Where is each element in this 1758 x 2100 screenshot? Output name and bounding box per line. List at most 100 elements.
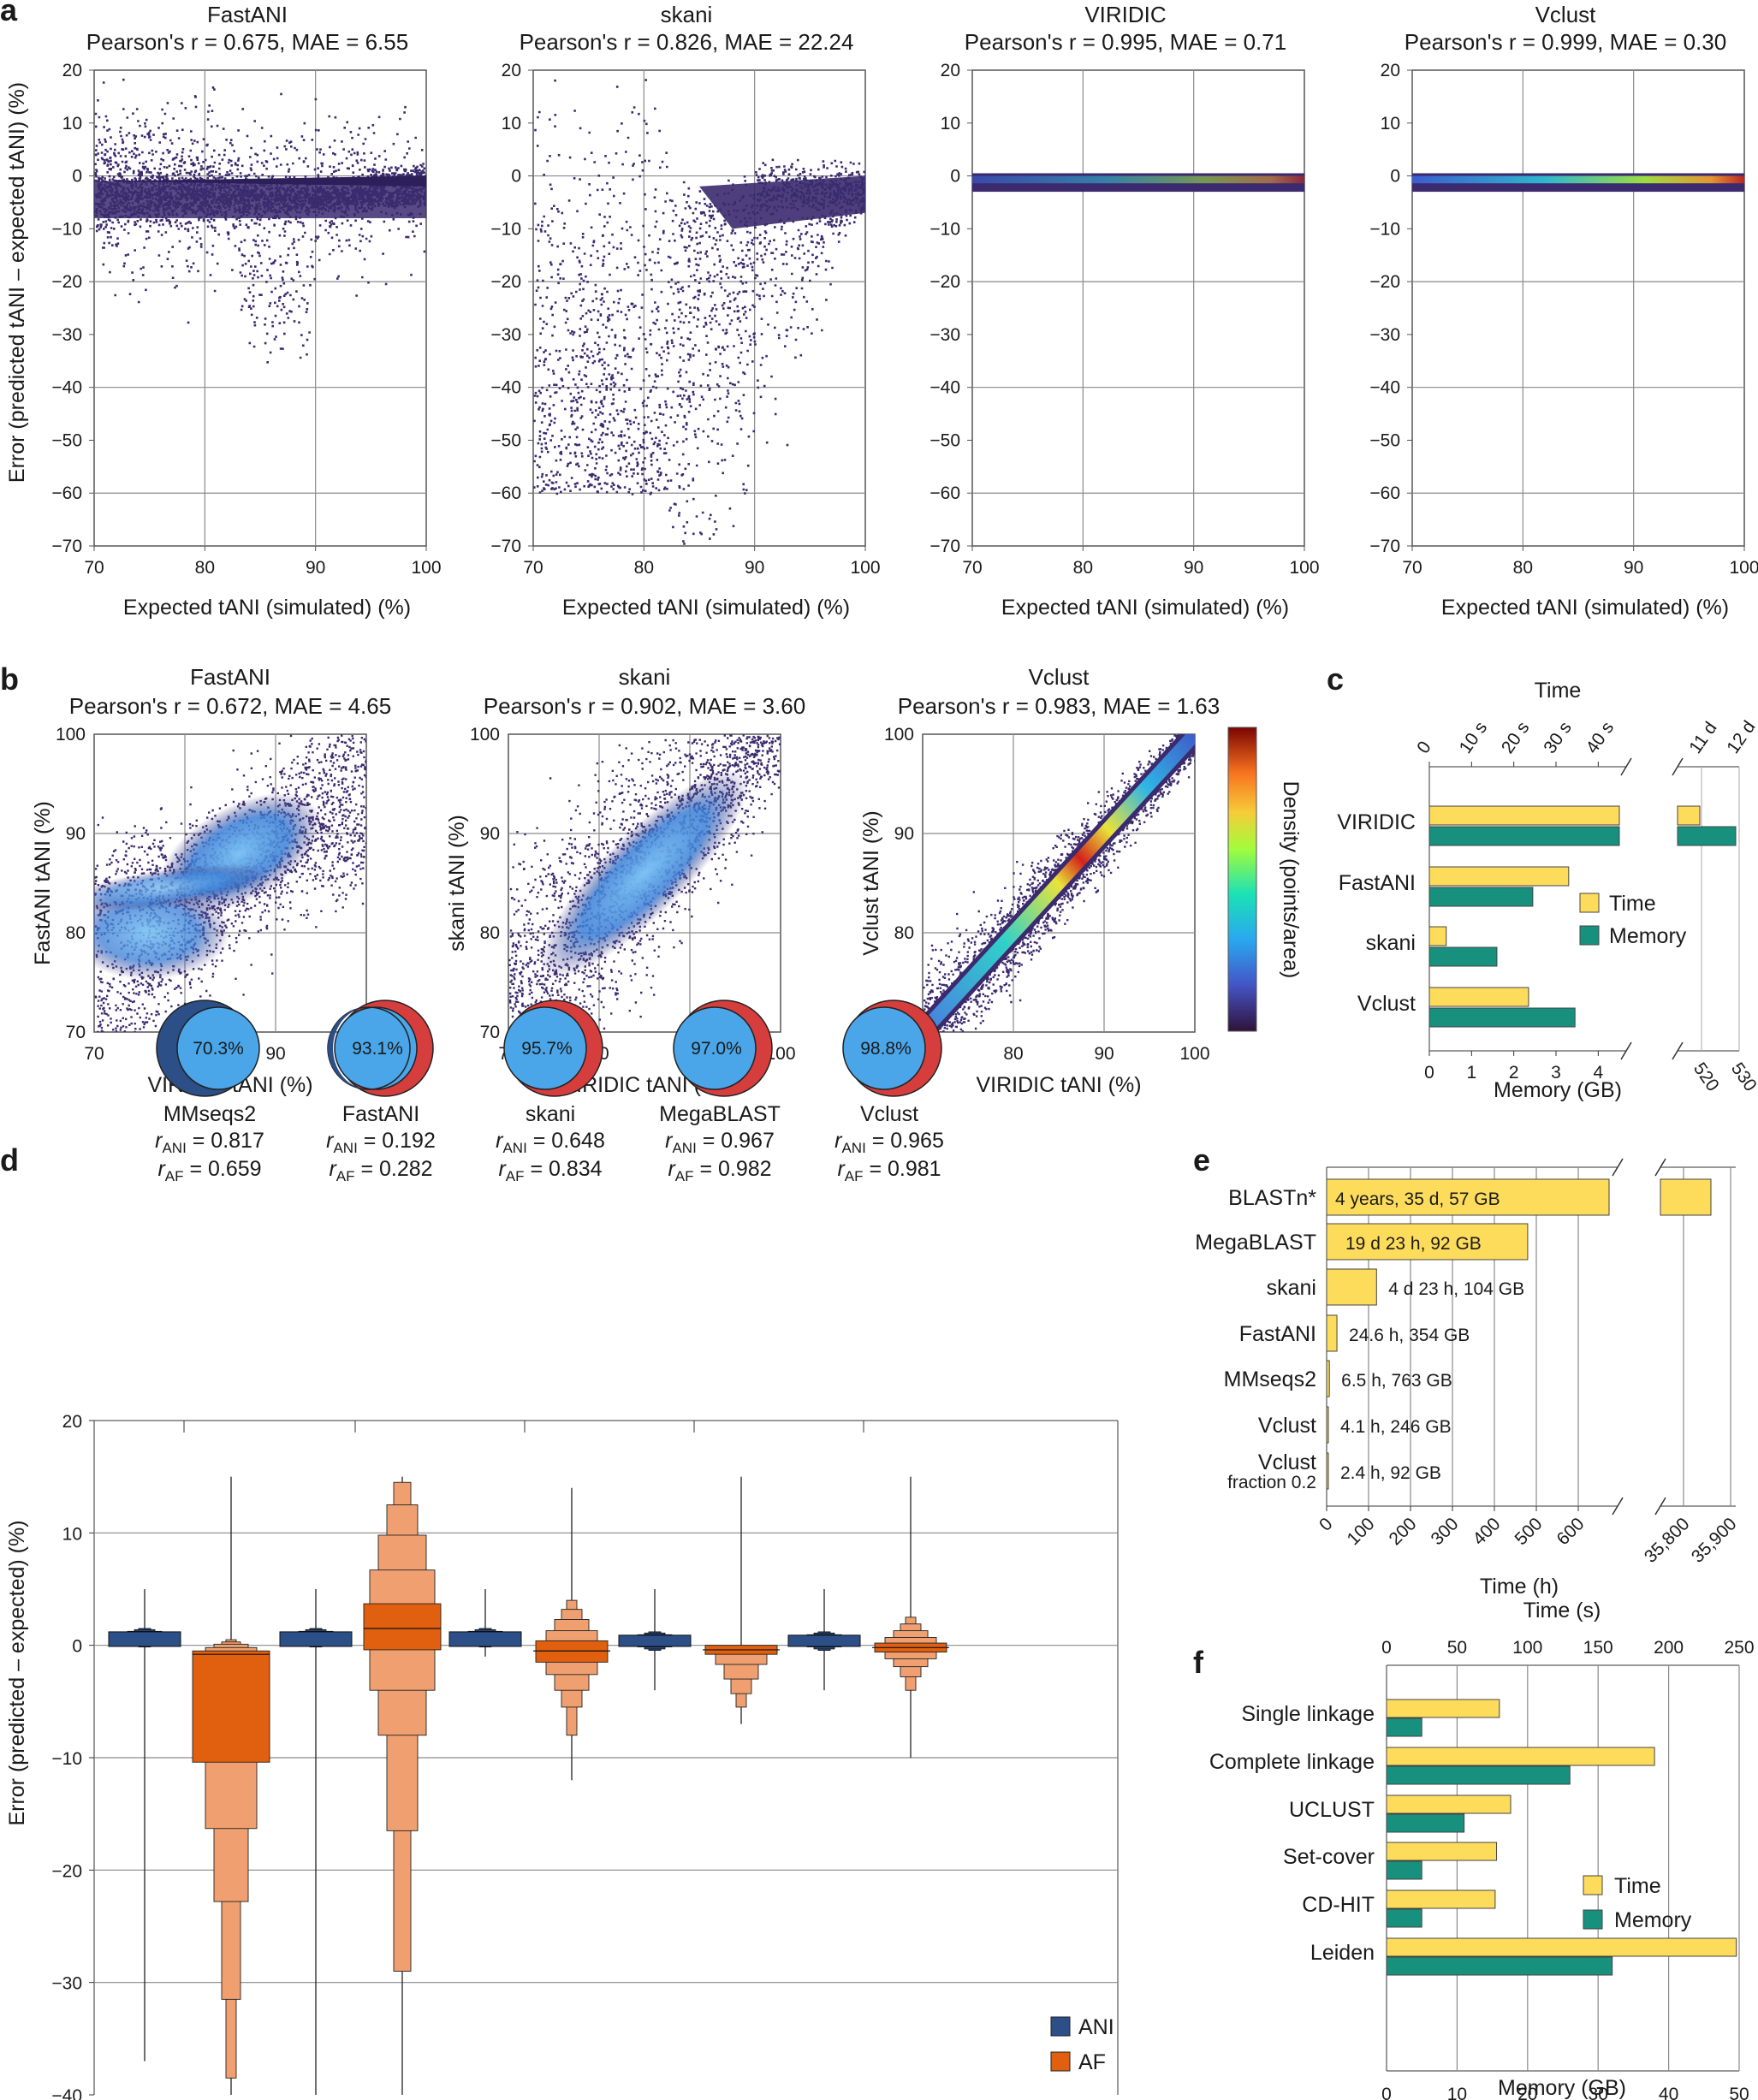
- tool-name: MegaBLAST: [659, 1102, 781, 1126]
- time-bar: [1428, 866, 1570, 887]
- memory-bar: [1428, 887, 1534, 907]
- scatter-dots: [94, 78, 426, 364]
- category-sublabel: fraction 0.2: [1227, 1473, 1316, 1492]
- y-tick-label: 10: [62, 114, 82, 133]
- x-tick-label: 70: [1402, 558, 1422, 578]
- y-tick-label: 20: [62, 1412, 82, 1432]
- panel-b-title: skani: [619, 664, 671, 690]
- y-tick-label: −30: [929, 325, 960, 345]
- y-tick-label: −40: [490, 378, 521, 398]
- y-tick-label: −30: [51, 1974, 82, 1994]
- legend-memory-swatch: [1579, 925, 1600, 946]
- y-tick-label: 10: [941, 114, 960, 133]
- y-tick-label: −20: [929, 272, 960, 292]
- boxen-af-box: [535, 1640, 609, 1663]
- axis-break-mark: [1612, 1158, 1624, 1177]
- y-tick-label: −20: [51, 1861, 82, 1881]
- time-bar: [1326, 1223, 1529, 1261]
- time-bar: [1386, 1937, 1737, 1957]
- venn-overlap-label: 97.0%: [691, 1039, 742, 1059]
- category-label: skani: [1366, 931, 1416, 955]
- plot-frame: [922, 733, 1196, 1033]
- panel-b-ylabel: FastANI tANI (%): [31, 801, 55, 965]
- colorbar-label: Density (points/area): [1279, 781, 1303, 979]
- panel-letter-b: b: [0, 661, 19, 697]
- bar-value-label: 4.1 h, 246 GB: [1340, 1417, 1452, 1437]
- y-tick-label: 0: [72, 167, 82, 187]
- r-af-label: rAF = 0.982: [668, 1157, 771, 1184]
- boxen-ani-megablast: [618, 1589, 692, 1691]
- panel-b-ylabel: Vclust tANI (%): [859, 810, 883, 955]
- boxen-af-fastani: [363, 1476, 442, 2095]
- category-label: VIRIDIC: [1337, 810, 1416, 834]
- panel-b-xlabel: VIRIDIC tANI (%): [976, 1073, 1141, 1097]
- time-bar: [1326, 1178, 1610, 1216]
- dense-band: [699, 175, 865, 229]
- category-label: Set-cover: [1283, 1845, 1375, 1869]
- boxen-af-box: [363, 1603, 442, 1651]
- memory-bar-broken: [1677, 826, 1737, 846]
- r-ani-label: rANI = 0.967: [665, 1129, 775, 1156]
- panel-f-xlabel: Memory (GB): [1498, 2076, 1626, 2100]
- legend-time-swatch: [1583, 1875, 1603, 1895]
- y-tick-label: −50: [51, 430, 82, 450]
- panel-b-title: Vclust: [1029, 664, 1090, 690]
- panel-letter-d: d: [0, 1142, 19, 1178]
- y-tick-label: 20: [1381, 61, 1400, 80]
- y-tick-label: −10: [490, 219, 521, 239]
- y-tick-label: −70: [1369, 537, 1400, 556]
- boxen-af-megablast: [703, 1476, 780, 1724]
- venn-overlap-label: 93.1%: [352, 1039, 403, 1059]
- category-label: Vclust: [1258, 1414, 1316, 1438]
- y-tick-label: −40: [51, 378, 82, 398]
- category-label: Vclust: [1258, 1450, 1316, 1474]
- bar-value-label: 4 d 23 h, 104 GB: [1388, 1279, 1524, 1299]
- panel-b-stats: Pearson's r = 0.902, MAE = 3.60: [484, 693, 805, 719]
- scatter-dots: [533, 79, 865, 545]
- panel-b-stats: Pearson's r = 0.672, MAE = 4.65: [69, 693, 391, 719]
- density-cloud: [540, 768, 749, 977]
- time-bar: [1386, 1747, 1655, 1766]
- panel-a-stats: Pearson's r = 0.675, MAE = 6.55: [86, 29, 408, 55]
- x-tick-label: 90: [265, 1044, 285, 1064]
- x-tick-label: 70: [523, 558, 543, 578]
- legend-ani-swatch: [1050, 2016, 1071, 2037]
- y-tick-label: −10: [51, 1749, 82, 1769]
- plot-frame: [1411, 69, 1745, 547]
- memory-tick-label: 40: [1659, 2085, 1678, 2100]
- time-bar: [1428, 987, 1529, 1007]
- memory-bar: [1386, 1908, 1422, 1928]
- memory-bar: [1386, 1717, 1422, 1737]
- category-label: BLASTn*: [1228, 1186, 1316, 1210]
- time-tick-label: 250: [1724, 1638, 1754, 1658]
- boxen-ani-skani: [448, 1589, 522, 1657]
- memory-tick-label: 0: [1381, 2085, 1392, 2100]
- category-label: skani: [1267, 1276, 1316, 1300]
- time-bar-broken: [1660, 1178, 1712, 1216]
- x-tick-label: 100: [850, 558, 880, 578]
- y-tick-label: 0: [1390, 167, 1400, 187]
- panel-a-stats: Pearson's r = 0.999, MAE = 0.30: [1405, 29, 1726, 55]
- x-tick-label: 80: [1003, 1044, 1023, 1064]
- x-tick-label: 400: [1469, 1514, 1504, 1549]
- scatter-points: [1412, 173, 1744, 193]
- x-tick-label: 80: [1513, 558, 1533, 578]
- time-tick-label: 12 d: [1723, 717, 1758, 757]
- venn-inner-circle: [673, 1006, 757, 1090]
- bar-value-label: 6.5 h, 763 GB: [1341, 1371, 1452, 1391]
- memory-tick-label: 3: [1551, 1063, 1561, 1083]
- time-bar: [1326, 1360, 1330, 1397]
- time-tick-label: 10 s: [1456, 718, 1492, 757]
- y-tick-label: 100: [884, 725, 914, 744]
- memory-tick-label: 20: [1517, 2085, 1537, 2100]
- r-af-label: rAF = 0.981: [837, 1157, 941, 1184]
- panel-a-title: FastANI: [207, 2, 288, 27]
- category-label: MMseqs2: [1224, 1367, 1316, 1391]
- panel-b-subplot-vclust: Vclust Pearson's r = 0.983, MAE = 1.63 100…: [859, 664, 1220, 1097]
- memory-bar: [1386, 1956, 1613, 1976]
